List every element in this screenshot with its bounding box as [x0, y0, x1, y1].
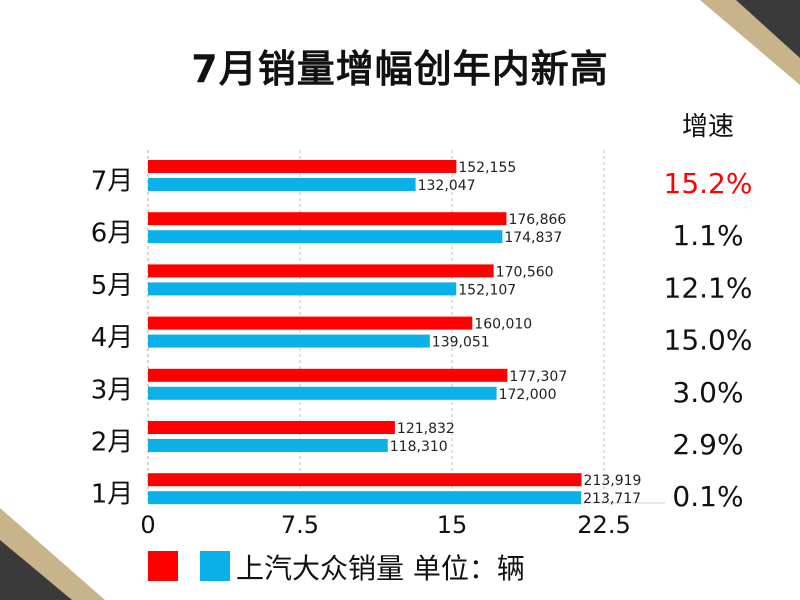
legend-label: 上汽大众销量 单位：辆 [236, 552, 525, 585]
bar [148, 282, 457, 296]
data-label: 213,717 [583, 491, 641, 507]
data-label: 132,047 [418, 178, 476, 194]
legend-swatch-red [148, 551, 178, 581]
category-label: 5月 [91, 271, 134, 301]
growth-column-header: 增速 [681, 112, 734, 142]
bar [148, 212, 507, 226]
bar [148, 334, 430, 348]
legend-swatch-blue [200, 551, 230, 581]
bar [148, 421, 395, 434]
bar [148, 160, 457, 173]
category-label: 2月 [91, 428, 134, 458]
page-title: 7月销量增幅创年内新高 [191, 47, 609, 91]
bar [148, 368, 508, 382]
bar [148, 439, 388, 452]
bar [148, 178, 416, 191]
category-label: 7月 [91, 167, 134, 197]
category-label: 1月 [91, 480, 134, 510]
data-label: 118,310 [390, 439, 448, 455]
category-label: 4月 [91, 323, 134, 353]
data-label: 121,832 [397, 421, 455, 437]
data-label: 176,866 [508, 212, 566, 228]
bar [148, 264, 494, 278]
growth-value: 1.1% [672, 219, 743, 252]
x-tick-label: 0 [140, 511, 155, 539]
growth-value: 0.1% [672, 480, 743, 513]
growth-value: 2.9% [672, 428, 743, 461]
growth-value: 15.2% [664, 167, 753, 200]
category-label: 6月 [91, 219, 134, 249]
x-tick-label: 15 [437, 511, 468, 539]
data-label: 139,051 [432, 335, 490, 351]
data-label: 213,919 [584, 473, 642, 489]
data-label: 174,837 [504, 230, 562, 246]
x-tick-label: 22.5 [577, 511, 630, 539]
category-label: 3月 [91, 375, 134, 405]
data-label: 152,155 [458, 160, 516, 176]
data-label: 177,307 [509, 369, 567, 385]
bar [148, 386, 497, 400]
bar [148, 230, 503, 244]
x-tick-label: 7.5 [281, 511, 319, 539]
data-label: 170,560 [496, 264, 554, 280]
growth-value: 15.0% [664, 324, 753, 357]
bar [148, 473, 582, 487]
growth-value: 3.0% [672, 376, 743, 409]
data-label: 172,000 [499, 387, 557, 403]
growth-value: 12.1% [664, 271, 753, 304]
bar [148, 491, 582, 505]
bar [148, 316, 473, 330]
data-label: 152,107 [458, 282, 516, 298]
data-label: 160,010 [474, 317, 532, 333]
